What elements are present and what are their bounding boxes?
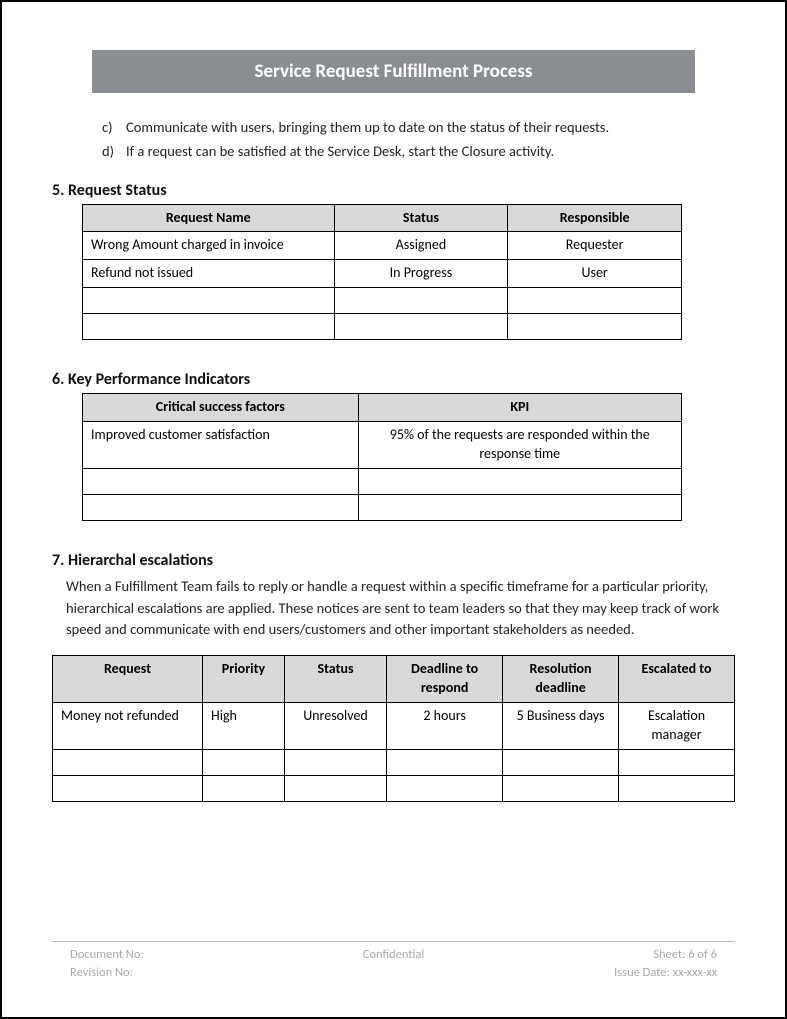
footer-sheet: Sheet: 6 of 6 (501, 946, 717, 965)
col-escalated: Escalated to (619, 656, 735, 703)
section-7-heading: 7. Hierarchal escalations (52, 551, 735, 570)
col-csf: Critical success factors (83, 394, 359, 422)
table-row: Improved customer satisfaction 95% of th… (83, 422, 682, 469)
table-row: Wrong Amount charged in invoice Assigned… (83, 232, 682, 260)
footer-doc-no: Document No: (70, 946, 286, 965)
list-text: Communicate with users, bringing them up… (126, 117, 609, 139)
cell-deadline-respond: 2 hours (387, 702, 503, 749)
col-deadline-resolve: Resolution deadline (503, 656, 619, 703)
footer-revision: Revision No: (70, 964, 286, 983)
footer-row-1: Document No: Confidential Sheet: 6 of 6 (70, 946, 717, 965)
section-7-paragraph: When a Fulfillment Team fails to reply o… (52, 576, 735, 641)
table-row: Money not refunded High Unresolved 2 hou… (53, 702, 735, 749)
document-page: Service Request Fulfillment Process c) C… (0, 0, 787, 1019)
footer-row-2: Revision No: Issue Date: xx-xxx-xx (70, 964, 717, 983)
cell-name: Refund not issued (83, 260, 335, 288)
table-row-empty (83, 288, 682, 314)
col-status: Status (284, 656, 386, 703)
intro-list: c) Communicate with users, bringing them… (52, 117, 735, 163)
col-request: Request (53, 656, 203, 703)
table-row-empty (83, 314, 682, 340)
cell-csf: Improved customer satisfaction (83, 422, 359, 469)
cell-escalated: Escalation manager (619, 702, 735, 749)
col-kpi: KPI (358, 394, 681, 422)
list-marker: c) (102, 117, 126, 139)
table-row-empty (83, 494, 682, 520)
footer-spacer (286, 964, 502, 983)
table-header-row: Request Priority Status Deadline to resp… (53, 656, 735, 703)
col-responsible: Responsible (508, 204, 682, 232)
cell-status: In Progress (334, 260, 508, 288)
col-deadline-respond: Deadline to respond (387, 656, 503, 703)
list-marker: d) (102, 141, 126, 163)
table-header-row: Request Name Status Responsible (83, 204, 682, 232)
cell-priority: High (203, 702, 285, 749)
list-item-d: d) If a request can be satisfied at the … (102, 141, 715, 163)
cell-status: Unresolved (284, 702, 386, 749)
table-row-empty (53, 749, 735, 775)
list-item-c: c) Communicate with users, bringing them… (102, 117, 715, 139)
table-row-empty (53, 775, 735, 801)
footer-confidential: Confidential (286, 946, 502, 965)
table-row-empty (83, 468, 682, 494)
cell-kpi: 95% of the requests are responded within… (358, 422, 681, 469)
section-5-heading: 5. Request Status (52, 181, 735, 200)
col-priority: Priority (203, 656, 285, 703)
page-footer: Document No: Confidential Sheet: 6 of 6 … (52, 941, 735, 984)
col-request-name: Request Name (83, 204, 335, 232)
cell-status: Assigned (334, 232, 508, 260)
cell-request: Money not refunded (53, 702, 203, 749)
cell-responsible: User (508, 260, 682, 288)
page-title: Service Request Fulfillment Process (92, 50, 695, 93)
escalations-table: Request Priority Status Deadline to resp… (52, 655, 735, 802)
footer-issue-date: Issue Date: xx-xxx-xx (501, 964, 717, 983)
cell-responsible: Requester (508, 232, 682, 260)
table-row: Refund not issued In Progress User (83, 260, 682, 288)
list-text: If a request can be satisfied at the Ser… (126, 141, 554, 163)
section-6-heading: 6. Key Performance Indicators (52, 370, 735, 389)
table-header-row: Critical success factors KPI (83, 394, 682, 422)
request-status-table: Request Name Status Responsible Wrong Am… (82, 204, 682, 341)
kpi-table: Critical success factors KPI Improved cu… (82, 393, 682, 521)
cell-deadline-resolve: 5 Business days (503, 702, 619, 749)
cell-name: Wrong Amount charged in invoice (83, 232, 335, 260)
col-status: Status (334, 204, 508, 232)
